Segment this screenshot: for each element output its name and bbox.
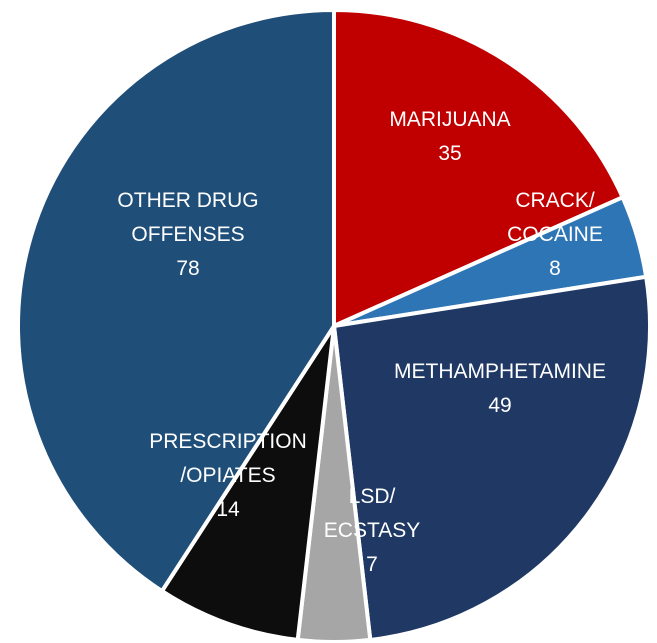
data-label-category: MARIJUANA [389,108,510,131]
data-label-methamphetamine: METHAMPHETAMINE 49 [394,360,606,417]
pie-slice-marijuana [332,7,626,330]
pie-slice-methamphetamine [331,274,652,643]
pie-slice-other-drug-offenses [16,7,336,594]
data-label-prescription-opiates: PRESCRIPTION/OPIATES 14 [149,430,307,521]
data-label-other-drug-offenses: OTHER DRUG OFFENSES 78 [117,189,258,280]
data-label-category: COCAINE [507,223,603,246]
data-label-category: CRACK/ [515,189,595,212]
data-label-lsd-ecstasy: LSD/ECSTASY 7 [324,485,420,576]
data-label-value: 49 [488,394,511,417]
data-label-value: 8 [549,257,561,280]
data-label-category: LSD/ [349,485,396,508]
data-label-category: PRESCRIPTION [149,430,307,453]
data-label-value: 35 [438,142,461,165]
data-label-value: 78 [176,257,199,280]
data-label-category: OTHER DRUG [117,189,258,212]
data-label-category: ECSTASY [324,519,420,542]
data-label-category: METHAMPHETAMINE [394,360,606,383]
labels-layer: MARIJUANA 35 CRACK/COCAINE 8 METHAMPHETAMINE… [117,108,606,576]
slices-layer [16,7,652,643]
data-label-category: OFFENSES [131,223,244,246]
data-label-value: 14 [216,498,240,521]
pie-slice-prescription-opiates [159,324,336,643]
data-label-marijuana: MARIJUANA 35 [389,108,510,165]
data-label-value: 7 [366,553,378,576]
data-label-crack-cocaine: CRACK/COCAINE 8 [507,189,603,280]
data-label-category: /OPIATES [180,464,275,487]
